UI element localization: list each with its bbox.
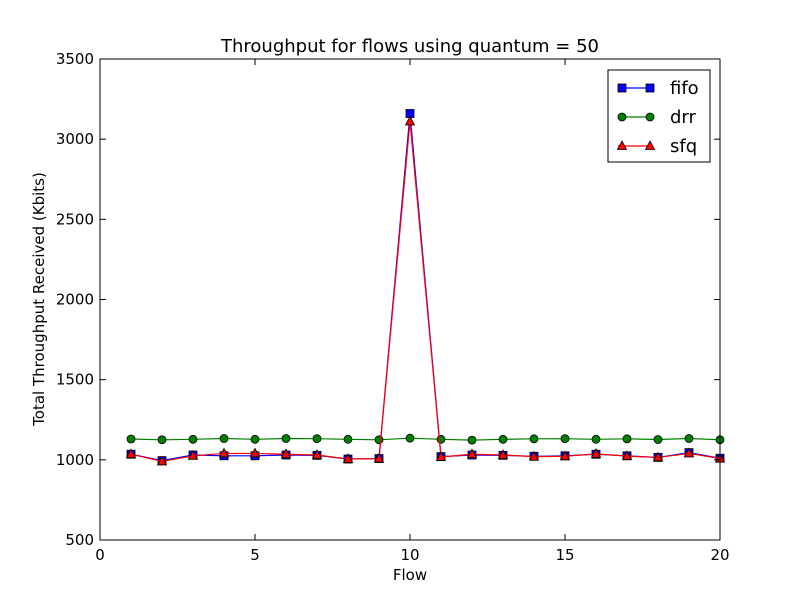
legend-item-fifo: fifo [617,78,699,99]
data-point-sfq [125,448,137,459]
data-point-sfq [373,452,385,463]
y-tick-label: 3500 [56,50,94,68]
data-point-sfq [435,451,447,461]
data-point-drr [188,434,198,444]
y-tick-label: 1500 [56,371,94,389]
series-line-sfq [130,121,721,463]
data-point-sfq [497,449,509,459]
data-point-drr [529,434,539,444]
y-axis-title: Total Throughput Received (Kbits) [30,172,48,427]
data-point-sfq [621,450,633,461]
x-tick-label: 20 [710,546,729,564]
legend-marker [645,112,655,122]
data-point-sfq [528,450,540,461]
legend-item-sfq: sfq [616,136,697,157]
data-point-sfq [156,455,168,466]
ticks-layer: 0 5 10 15 20 500 1000 1500 2000 2500 3000 3500 [56,50,730,564]
data-point-sfq [311,449,323,459]
x-tick-label: 10 [400,546,419,564]
data-point-drr [219,434,229,443]
legend-label: fifo [670,78,699,99]
legend-label: drr [670,107,697,128]
y-tick-label: 2000 [56,291,94,309]
legend-marker [644,140,656,150]
y-tick-label: 1000 [56,451,94,469]
legend-item-drr: drr [617,107,697,128]
data-point-drr [653,435,663,444]
data-point-drr [405,433,415,443]
data-point-drr [591,434,601,444]
data-point-sfq [590,448,602,458]
legend: fifo drr sfq [607,69,711,163]
data-point-drr [343,434,353,444]
legend-marker [617,112,627,122]
data-point-sfq [683,447,695,458]
data-point-sfq [466,448,478,459]
data-point-sfq [559,450,571,461]
data-point-sfq [342,453,354,463]
data-point-sfq [280,448,292,459]
data-point-drr [498,434,508,444]
data-point-drr [622,434,632,444]
data-point-drr [312,434,322,444]
data-point-sfq [187,449,199,460]
data-point-drr [436,434,446,444]
data-point-drr [126,434,136,444]
series-drr [126,433,725,445]
legend-marker [645,83,655,93]
y-tick-label: 2500 [56,210,94,228]
data-point-sfq [652,451,664,462]
x-tick-label: 5 [250,546,260,564]
chart-title: Throughput for flows using quantum = 50 [220,36,599,57]
data-point-drr [684,434,694,443]
data-point-drr [374,435,384,445]
data-point-drr [157,435,167,445]
legend-label: sfq [670,136,697,157]
data-point-drr [250,434,260,444]
x-axis-title: Flow [393,566,427,584]
data-point-drr [560,434,570,444]
data-point-sfq [218,447,230,458]
x-tick-label: 0 [95,546,105,564]
data-point-drr [467,435,477,445]
legend-marker [616,140,628,150]
y-tick-label: 3000 [56,130,94,148]
x-tick-label: 15 [555,546,574,564]
legend-items: fifo drr sfq [616,78,699,157]
data-point-drr [281,434,291,443]
data-point-sfq [249,447,261,458]
legend-marker [617,83,627,93]
data-point-sfq [404,115,416,126]
series-line-drr [130,437,721,441]
y-tick-label: 500 [65,531,94,549]
